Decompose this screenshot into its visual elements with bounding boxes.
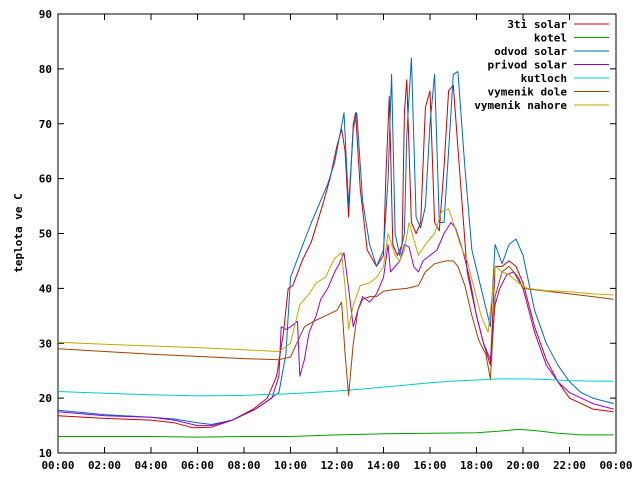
series-line-privod-solar — [57, 222, 614, 427]
x-tick-label: 10:00 — [274, 459, 307, 472]
y-tick-label: 40 — [39, 282, 52, 295]
series-lines — [57, 57, 614, 438]
y-tick-label: 30 — [39, 337, 52, 350]
axis-ticks — [57, 13, 617, 454]
y-axis-title: teplota ve C — [12, 193, 25, 272]
legend-label: kotel — [534, 32, 567, 45]
y-tick-label: 60 — [39, 173, 52, 186]
x-tick-label: 02:00 — [88, 459, 121, 472]
series-line-3ti-solar — [57, 79, 614, 429]
y-tick-label: 80 — [39, 63, 52, 76]
y-tick-label: 20 — [39, 392, 52, 405]
legend-label: odvod solar — [494, 45, 567, 58]
series-line-kotel — [58, 428, 614, 438]
legend-label: vymenik nahore — [474, 99, 567, 112]
series-line-odvod-solar — [57, 57, 614, 425]
series-line-vymenik-nahore — [57, 208, 614, 352]
y-tick-labels: 10 20 30 40 50 60 70 80 90 — [39, 8, 52, 460]
x-tick-label: 08:00 — [227, 459, 260, 472]
legend-label: kutloch — [521, 72, 567, 85]
y-tick-label: 50 — [39, 228, 52, 241]
y-tick-label: 70 — [39, 118, 52, 131]
x-tick-label: 22:00 — [553, 459, 586, 472]
series-line-vymenik-dole — [57, 260, 614, 396]
legend-label: vymenik dole — [488, 86, 568, 99]
legend-label: 3ti solar — [507, 18, 567, 31]
x-tick-label: 18:00 — [460, 459, 493, 472]
x-tick-label: 14:00 — [367, 459, 400, 472]
x-tick-label: 12:00 — [320, 459, 353, 472]
x-tick-label: 16:00 — [413, 459, 446, 472]
x-tick-label: 00:00 — [41, 459, 74, 472]
y-tick-label: 90 — [39, 8, 52, 21]
x-tick-label: 00:00 — [599, 459, 632, 472]
legend-label: privod solar — [488, 59, 568, 72]
series-line-kutloch — [57, 378, 614, 397]
x-tick-label: 04:00 — [134, 459, 167, 472]
y-tick-label: 10 — [39, 447, 52, 460]
x-tick-label: 20:00 — [506, 459, 539, 472]
x-tick-labels: 00:00 02:00 04:00 06:00 08:00 10:00 12:00 14:00… — [41, 459, 632, 472]
x-tick-label: 06:00 — [181, 459, 214, 472]
